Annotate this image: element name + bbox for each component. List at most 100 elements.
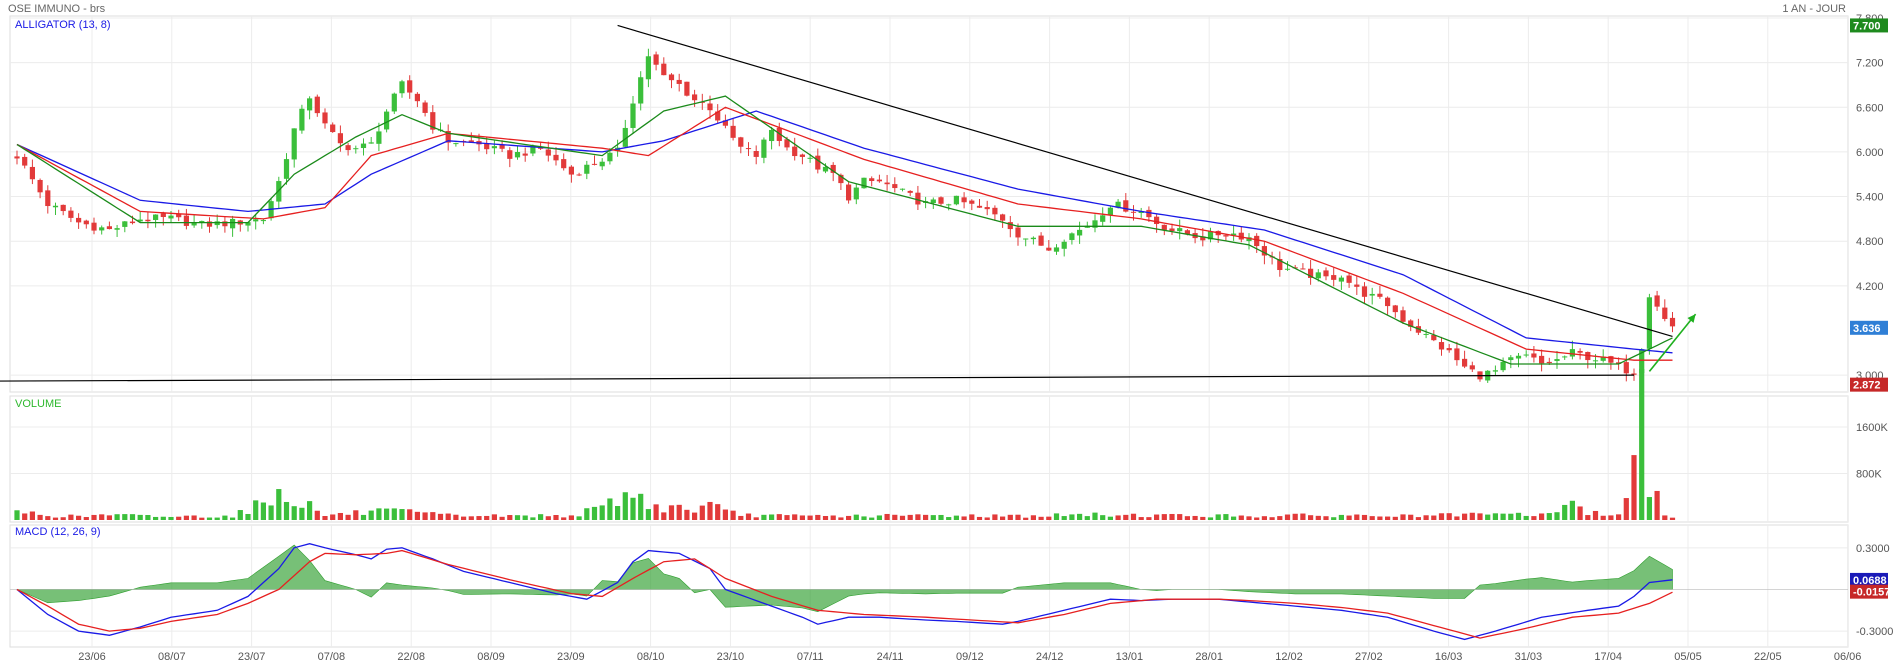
candle xyxy=(353,148,359,150)
volume-bar xyxy=(453,514,459,520)
candle xyxy=(1408,320,1414,327)
candle xyxy=(52,205,59,208)
candle xyxy=(1107,207,1113,216)
volume-bar xyxy=(622,492,628,520)
volume-bar xyxy=(1184,516,1190,520)
candle xyxy=(930,199,936,204)
candle xyxy=(1608,356,1614,363)
volume-bar xyxy=(461,516,467,520)
candle xyxy=(969,200,975,204)
x-tick-label: 31/03 xyxy=(1515,651,1543,663)
candle xyxy=(114,228,120,230)
volume-bar xyxy=(1292,513,1298,520)
volume-bar xyxy=(992,514,998,520)
candle xyxy=(1092,220,1098,228)
candle xyxy=(129,221,136,224)
price-badge-label: -0.0157 xyxy=(1853,587,1890,599)
volume-bar xyxy=(615,506,621,520)
volume-bar xyxy=(37,514,43,520)
volume-bar xyxy=(268,505,274,520)
volume-bar xyxy=(237,510,243,520)
candle xyxy=(1015,227,1021,238)
volume-bar xyxy=(1554,512,1560,520)
candle xyxy=(422,102,428,113)
candle xyxy=(1277,258,1283,271)
volume-bar xyxy=(545,516,551,520)
volume-bar xyxy=(330,514,336,520)
volume-bar xyxy=(445,513,451,520)
candle xyxy=(322,112,328,124)
volume-bar xyxy=(699,505,705,520)
x-tick-label: 23/10 xyxy=(717,651,745,663)
candle xyxy=(83,220,89,225)
y-tick-label: 5.400 xyxy=(1856,192,1884,204)
candle xyxy=(314,96,320,114)
volume-bar xyxy=(761,514,767,520)
volume-bar xyxy=(253,500,259,520)
candle xyxy=(838,174,844,184)
volume-bar xyxy=(176,516,182,520)
volume-bar xyxy=(1415,517,1421,520)
x-tick-label: 07/11 xyxy=(797,651,824,663)
y-tick-label: 7.200 xyxy=(1856,58,1884,70)
volume-bar xyxy=(414,511,420,520)
candle xyxy=(183,215,189,226)
candle xyxy=(799,154,805,157)
candle xyxy=(907,190,913,193)
volume-bar xyxy=(1523,515,1529,520)
volume-bar xyxy=(91,514,97,520)
macd-histogram xyxy=(16,544,1673,613)
candle xyxy=(1154,216,1160,225)
candle xyxy=(122,221,128,227)
volume-bar xyxy=(1592,510,1599,520)
candle xyxy=(153,214,159,220)
candle xyxy=(538,147,544,149)
volume-bar xyxy=(907,514,913,520)
volume-bar xyxy=(1046,516,1052,520)
candle xyxy=(514,151,521,158)
candle xyxy=(938,197,944,204)
candle xyxy=(445,130,451,143)
volume-bar xyxy=(869,517,875,520)
candle xyxy=(1177,228,1183,232)
period-label[interactable]: 1 AN - JOUR xyxy=(1782,3,1846,15)
volume-bar xyxy=(129,514,136,520)
candle xyxy=(792,146,798,157)
volume-bar xyxy=(1284,514,1291,520)
volume-bar xyxy=(976,516,983,520)
volume-bar xyxy=(1138,517,1144,520)
y-tick-label: 4.800 xyxy=(1856,236,1884,248)
candle xyxy=(553,154,559,161)
volume-bar xyxy=(838,517,844,520)
volume-bar xyxy=(491,514,497,520)
candle xyxy=(407,80,413,93)
volume-bar xyxy=(1377,516,1383,520)
volume-bar xyxy=(892,514,898,520)
candle xyxy=(1046,247,1052,251)
candle xyxy=(368,142,374,144)
x-tick-label: 27/02 xyxy=(1355,651,1383,663)
x-tick-label: 08/07 xyxy=(158,651,186,663)
volume-bar xyxy=(830,515,836,520)
candle xyxy=(1123,200,1129,212)
volume-bar xyxy=(1154,514,1160,520)
volume-bar xyxy=(1492,513,1498,520)
volume-bar xyxy=(360,514,367,520)
candle xyxy=(822,166,829,172)
candle xyxy=(1300,268,1306,270)
volume-bar xyxy=(1007,514,1013,520)
volume-bar xyxy=(1192,515,1198,520)
volume-bar xyxy=(1130,513,1137,520)
volume-bar xyxy=(214,517,220,520)
price-badge-label: 7.700 xyxy=(1853,20,1881,32)
volume-bar xyxy=(499,516,505,520)
candle xyxy=(137,219,143,222)
candle xyxy=(29,166,35,180)
volume-bar xyxy=(353,510,359,520)
volume-bar xyxy=(876,515,882,520)
volume-bar xyxy=(191,515,197,520)
candle xyxy=(484,143,490,150)
volume-bar xyxy=(29,511,35,520)
volume-bar xyxy=(1546,513,1552,520)
volume-bar xyxy=(738,515,744,520)
